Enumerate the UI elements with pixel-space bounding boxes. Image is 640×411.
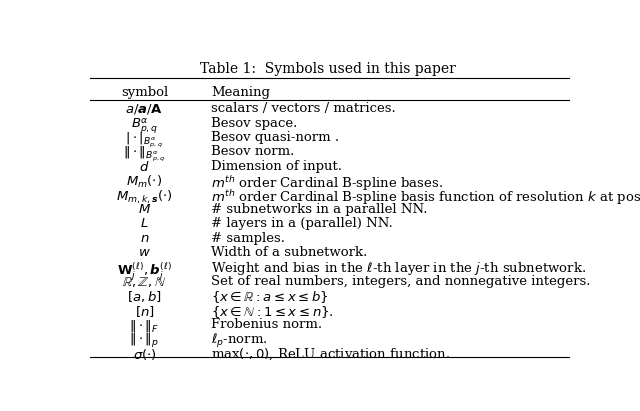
Text: $L$: $L$ [140, 217, 148, 230]
Text: $w$: $w$ [138, 246, 151, 259]
Text: $B_{p,q}^{\alpha}$: $B_{p,q}^{\alpha}$ [131, 116, 158, 136]
Text: $m^{th}$ order Cardinal B-spline bases.: $m^{th}$ order Cardinal B-spline bases. [211, 174, 444, 193]
Text: $\{x \in \mathbb{N} : 1 \leq x \leq n\}$.: $\{x \in \mathbb{N} : 1 \leq x \leq n\}$… [211, 304, 334, 319]
Text: # layers in a (parallel) NN.: # layers in a (parallel) NN. [211, 217, 393, 230]
Text: $\|\cdot\|_{B_{p,q}^{\alpha}}$: $\|\cdot\|_{B_{p,q}^{\alpha}}$ [124, 145, 166, 164]
Text: $\mathbb{R}, \mathbb{Z}, \mathbb{N}$: $\mathbb{R}, \mathbb{Z}, \mathbb{N}$ [122, 275, 167, 289]
Text: $n$: $n$ [140, 232, 149, 245]
Text: $a/\boldsymbol{a}/\mathbf{A}$: $a/\boldsymbol{a}/\mathbf{A}$ [125, 102, 164, 116]
Text: # samples.: # samples. [211, 232, 285, 245]
Text: Frobenius norm.: Frobenius norm. [211, 318, 323, 331]
Text: Besov norm.: Besov norm. [211, 145, 295, 158]
Text: $M$: $M$ [138, 203, 151, 216]
Text: $M_m(\cdot)$: $M_m(\cdot)$ [126, 174, 163, 190]
Text: $\|\cdot\|_F$: $\|\cdot\|_F$ [129, 318, 159, 334]
Text: $d$: $d$ [140, 160, 150, 174]
Text: Weight and bias in the $\ell$-th layer in the $j$-th subnetwork.: Weight and bias in the $\ell$-th layer i… [211, 261, 587, 277]
Text: Width of a subnetwork.: Width of a subnetwork. [211, 246, 368, 259]
Text: $M_{m,k,\boldsymbol{s}}(\cdot)$: $M_{m,k,\boldsymbol{s}}(\cdot)$ [116, 189, 173, 206]
Text: $[a,b]$: $[a,b]$ [127, 289, 162, 304]
Text: $\mathbf{W}_j^{(\ell)}, \boldsymbol{b}_j^{(\ell)}$: $\mathbf{W}_j^{(\ell)}, \boldsymbol{b}_j… [117, 261, 172, 283]
Text: # subnetworks in a parallel NN.: # subnetworks in a parallel NN. [211, 203, 428, 216]
Text: Besov space.: Besov space. [211, 116, 298, 129]
Text: Table 1:  Symbols used in this paper: Table 1: Symbols used in this paper [200, 62, 456, 76]
Text: $\|\cdot\|_p$: $\|\cdot\|_p$ [129, 332, 159, 351]
Text: Set of real numbers, integers, and nonnegative integers.: Set of real numbers, integers, and nonne… [211, 275, 591, 288]
Text: $m^{th}$ order Cardinal B-spline basis function of resolution $k$ at position $\: $m^{th}$ order Cardinal B-spline basis f… [211, 189, 640, 208]
Text: Meaning: Meaning [211, 86, 271, 99]
Text: max$(\cdot, 0)$, ReLU activation function.: max$(\cdot, 0)$, ReLU activation functio… [211, 347, 451, 362]
Text: $\ell_p$-norm.: $\ell_p$-norm. [211, 332, 268, 351]
Text: $|\cdot|_{B_{p,q}^{\alpha}}$: $|\cdot|_{B_{p,q}^{\alpha}}$ [125, 131, 164, 150]
Text: Besov quasi-norm .: Besov quasi-norm . [211, 131, 340, 144]
Text: scalars / vectors / matrices.: scalars / vectors / matrices. [211, 102, 396, 115]
Text: $\{x \in \mathbb{R} : a \leq x \leq b\}$: $\{x \in \mathbb{R} : a \leq x \leq b\}$ [211, 289, 329, 305]
Text: $[n]$: $[n]$ [134, 304, 154, 319]
Text: symbol: symbol [121, 86, 168, 99]
Text: $\sigma(\cdot)$: $\sigma(\cdot)$ [132, 347, 156, 362]
Text: Dimension of input.: Dimension of input. [211, 160, 342, 173]
